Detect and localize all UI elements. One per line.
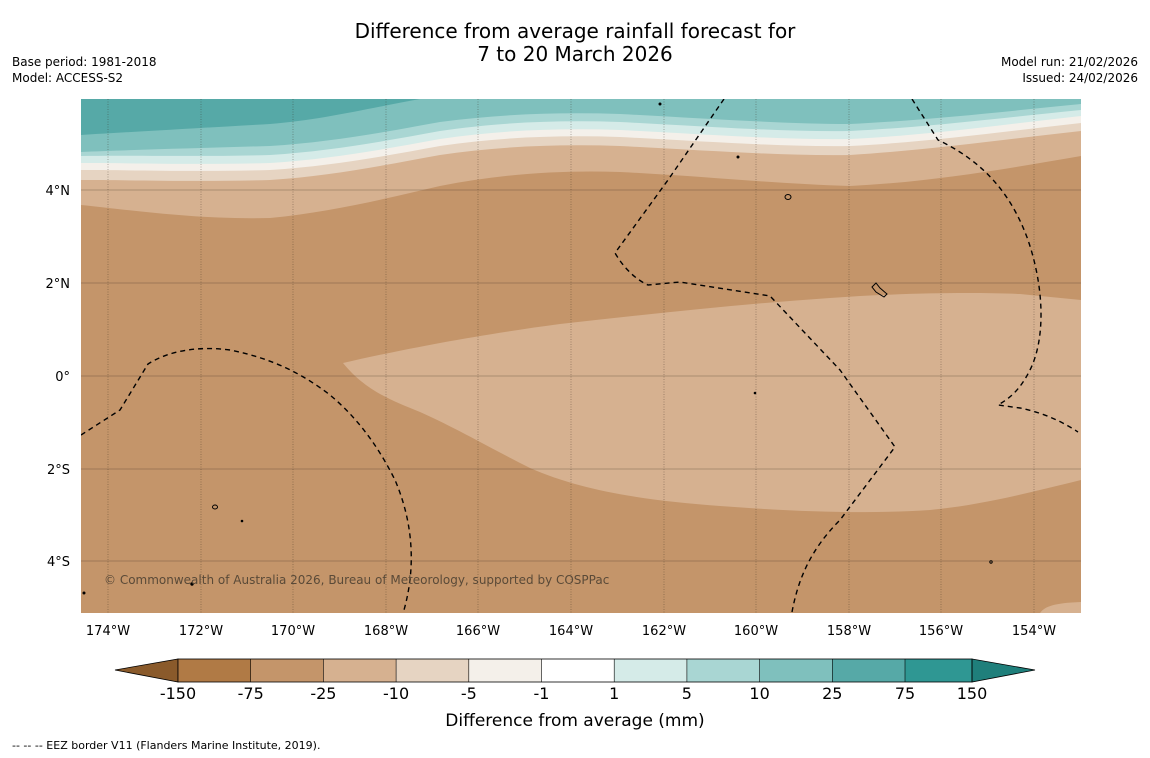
colorbar-segment xyxy=(468,659,542,682)
colorbar-tick: -1 xyxy=(534,684,550,703)
colorbar-outline xyxy=(177,658,973,683)
chart-title: Difference from average rainfall forecas… xyxy=(0,20,1150,66)
colorbar-tick: 75 xyxy=(895,684,915,703)
model-run: Model run: 21/02/2026 xyxy=(1000,55,1138,69)
island-e xyxy=(753,391,757,395)
lon-label: 172°W xyxy=(179,624,223,639)
map-plot: © Commonwealth of Australia 2026, Bureau… xyxy=(81,99,1081,613)
island-c xyxy=(658,102,662,106)
contour-light-southeast xyxy=(1040,602,1081,613)
legend-footer: -- -- -- EEZ border V11 (Flanders Marine… xyxy=(12,739,321,752)
colorbar-segment xyxy=(396,659,469,682)
colorbar-segment xyxy=(832,659,905,682)
info-left: Base period: 1981-2018 Model: ACCESS-S2 xyxy=(12,54,157,86)
island-i xyxy=(82,591,86,595)
colorbar-segment xyxy=(905,659,972,682)
island-kiritimati xyxy=(871,282,888,298)
lon-labels: 174°W 172°W 170°W 168°W 166°W 164°W 162°… xyxy=(86,624,1056,639)
colorbar-segment xyxy=(614,659,687,682)
colorbar-tick: 1 xyxy=(609,684,619,703)
colorbar-tick: -150 xyxy=(160,684,196,703)
colorbar-tick: -75 xyxy=(238,684,264,703)
islands xyxy=(82,102,993,595)
colorbar-segment xyxy=(323,659,397,682)
title-line-2: 7 to 20 March 2026 xyxy=(477,42,673,66)
base-period: Base period: 1981-2018 xyxy=(12,55,157,69)
lon-label: 166°W xyxy=(456,624,500,639)
colorbar-tick: -5 xyxy=(461,684,477,703)
island-h xyxy=(989,560,993,564)
contour-wet-75 xyxy=(81,99,420,135)
island-d xyxy=(736,155,740,159)
lon-label: 162°W xyxy=(642,624,686,639)
colorbar-tick: -25 xyxy=(310,684,336,703)
eez-border-east xyxy=(911,99,1079,433)
model-name: Model: ACCESS-S2 xyxy=(12,71,124,85)
lon-label: 170°W xyxy=(271,624,315,639)
colorbar-segment xyxy=(759,659,833,682)
colorbar: -150 -75 -25 -10 -5 -1 1 5 10 25 75 150 … xyxy=(114,658,1036,731)
graticule xyxy=(81,99,1081,613)
colorbar-tick: 150 xyxy=(957,684,988,703)
colorbar-tick: 10 xyxy=(749,684,769,703)
colorbar-ticks: -150 -75 -25 -10 -5 -1 1 5 10 25 75 150 xyxy=(160,684,987,703)
eez-border-central xyxy=(614,99,896,613)
lon-label: 156°W xyxy=(919,624,963,639)
lon-label: 174°W xyxy=(86,624,130,639)
colorbar-segment xyxy=(178,659,251,682)
info-right: Model run: 21/02/2026 Issued: 24/02/2026 xyxy=(1001,54,1138,86)
colorbar-extend-right xyxy=(971,658,1036,683)
island-a xyxy=(784,194,792,200)
copyright-text: © Commonwealth of Australia 2026, Bureau… xyxy=(104,573,609,587)
island-b xyxy=(212,504,218,510)
island-g xyxy=(190,582,194,586)
colorbar-extend-left xyxy=(114,658,179,683)
colorbar-tick: -10 xyxy=(383,684,409,703)
lat-label: 2°N xyxy=(46,277,71,292)
eez-borders xyxy=(81,99,1079,613)
issued-date: Issued: 24/02/2026 xyxy=(1022,71,1138,85)
lat-label: 4°S xyxy=(47,555,70,570)
colorbar-segment xyxy=(686,659,760,682)
title-line-1: Difference from average rainfall forecas… xyxy=(354,19,796,43)
lon-label: 164°W xyxy=(549,624,593,639)
lon-label: 160°W xyxy=(734,624,778,639)
lat-labels: 4°N 2°N 0° 2°S 4°S xyxy=(46,184,71,570)
lat-label: 0° xyxy=(55,370,70,385)
colorbar-segment xyxy=(541,659,615,682)
island-f xyxy=(240,519,244,523)
lon-label: 154°W xyxy=(1012,624,1056,639)
colorbar-segment xyxy=(250,659,324,682)
lon-label: 168°W xyxy=(364,624,408,639)
lat-label: 2°S xyxy=(47,463,70,478)
lon-label: 158°W xyxy=(827,624,871,639)
colorbar-tick: 5 xyxy=(682,684,692,703)
colorbar-label: Difference from average (mm) xyxy=(445,711,704,731)
lat-label: 4°N xyxy=(46,184,71,199)
eez-border-west xyxy=(81,347,412,611)
contour-light-equator xyxy=(343,293,1081,513)
colorbar-tick: 25 xyxy=(822,684,842,703)
